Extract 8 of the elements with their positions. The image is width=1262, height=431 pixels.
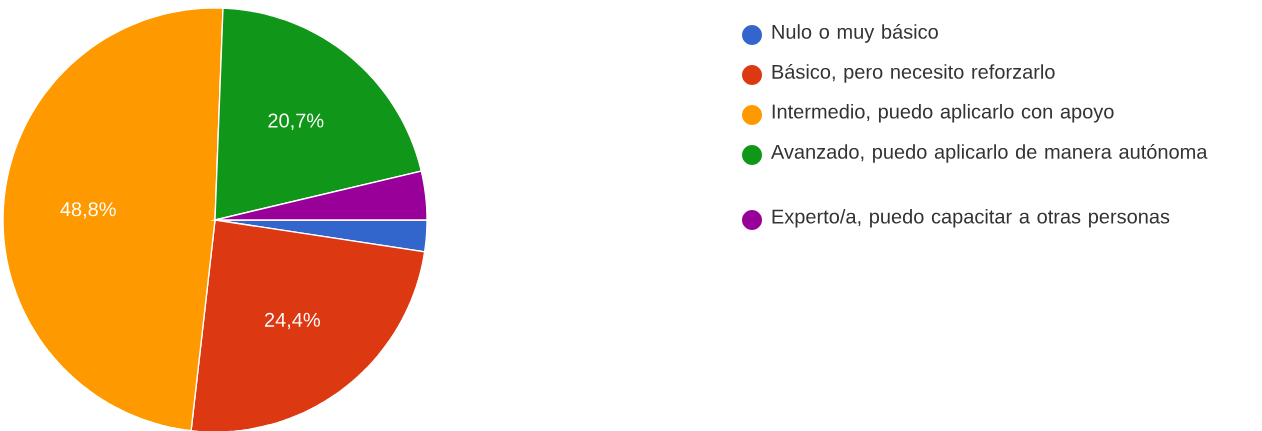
legend-label: Intermedio, puedo aplicarlo con apoyo [772, 103, 1114, 123]
legend-label: Avanzado, puedo aplicarlo de manera autónoma [770, 143, 1208, 163]
legend-label: Nulo o muy básico [772, 23, 938, 43]
data-label: 48,8% [60, 202, 116, 219]
legend-label: Experto/a, puedo capacitar a otras personas [772, 208, 1170, 228]
data-label: 24,4% [265, 312, 320, 330]
legend-label: Básico, pero necesito reforzarlo [772, 63, 1055, 83]
data-label: 20,7% [268, 113, 324, 130]
